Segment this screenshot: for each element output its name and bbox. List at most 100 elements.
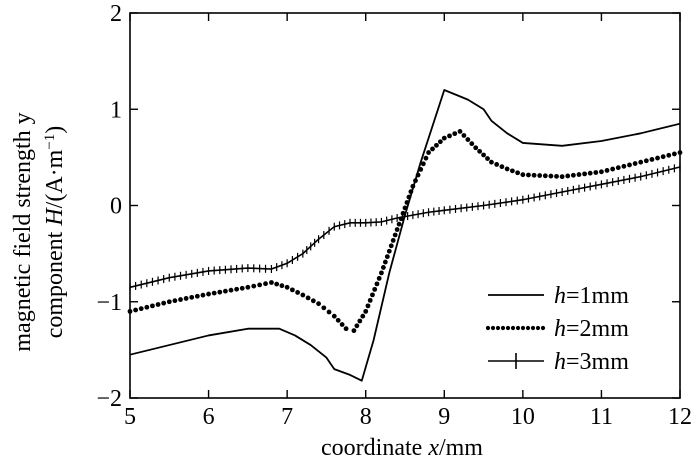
series-dot (469, 141, 475, 147)
y-tick-label: −1 (96, 290, 122, 316)
series-dot (217, 289, 223, 295)
series-dot (489, 159, 494, 165)
series-dot (604, 168, 610, 173)
legend-swatch-dot (530, 325, 536, 331)
series-dot (565, 173, 571, 179)
series-dot (504, 166, 510, 172)
series-dot (447, 133, 452, 139)
series-dot (434, 142, 439, 148)
series-dot (343, 326, 349, 332)
x-axis-title: coordinate x/mm (321, 435, 483, 461)
y-tick-label: −2 (96, 386, 122, 412)
series-dot (615, 165, 621, 171)
legend-label: h=3mm (554, 349, 629, 375)
y-axis-title-line1: magnetic field strength y (10, 112, 36, 351)
series-dot (587, 170, 593, 176)
series-dot (413, 178, 418, 184)
series-dot (441, 135, 447, 141)
series-dot (354, 323, 360, 329)
series-dot (526, 172, 531, 178)
series-dot (420, 161, 426, 167)
series-dot (593, 170, 599, 175)
series-dot (520, 172, 526, 178)
series-dot (357, 318, 363, 324)
series-h=3mm (129, 163, 681, 292)
series-dot (485, 156, 490, 161)
series-dot (531, 172, 537, 178)
series-dot (200, 292, 206, 298)
legend: h=1mm h=2mm h=3mm (485, 283, 629, 375)
y-tick-label: 1 (110, 97, 122, 123)
series-dot (274, 281, 280, 287)
series-dot (183, 296, 189, 301)
legend-label: h=2mm (554, 316, 629, 342)
series-dot (627, 162, 632, 168)
series-h=1mm (129, 89, 681, 382)
y-axis-title-line2: component H/(A·m−1) (42, 126, 68, 339)
series-dot (576, 172, 582, 177)
series-dot (161, 300, 167, 306)
series-dot (310, 298, 316, 304)
series-dot (251, 283, 257, 289)
x-tick-label: 6 (203, 404, 215, 430)
series-dot (295, 290, 301, 295)
series-dot (437, 139, 443, 145)
series-dot (339, 322, 345, 327)
series-dot (388, 243, 394, 249)
series-dot (379, 270, 384, 276)
y-tick-label: 2 (110, 1, 122, 27)
legend-swatch-dot (500, 325, 506, 331)
series-dot (404, 200, 410, 205)
x-tick-label: 5 (124, 404, 136, 430)
series-dot (189, 294, 195, 300)
series-dot (365, 303, 371, 309)
series-dot (279, 283, 285, 289)
series-dot (360, 313, 366, 319)
series-dot (410, 183, 416, 189)
series-dot (166, 299, 172, 305)
series-dot (430, 146, 435, 152)
legend-swatch-dot (510, 325, 516, 331)
series-dot (386, 248, 392, 254)
legend-label: h=1mm (554, 283, 629, 309)
series-dot (367, 297, 373, 303)
series-dot (570, 172, 576, 178)
series-dot (370, 292, 375, 298)
legend-swatch-dot (540, 325, 546, 331)
series-dot (477, 148, 483, 154)
series-dot (155, 302, 161, 307)
x-tick-label: 10 (511, 404, 535, 430)
legend-swatch-dot (535, 325, 541, 331)
y-axis-title: magnetic field strength y component H/(A… (10, 112, 68, 351)
series-dot (211, 290, 217, 296)
legend-swatch-dot (490, 325, 496, 331)
x-tick-label: 12 (668, 404, 692, 430)
series-dot (548, 173, 554, 179)
series-dot (599, 169, 604, 175)
series-dot (406, 194, 412, 200)
series-dot (473, 145, 479, 151)
series-dot (481, 152, 486, 158)
series-dot (206, 291, 211, 297)
series-dot (305, 295, 311, 301)
series-dot (643, 158, 649, 164)
series-dot (289, 287, 295, 293)
series-dot (655, 155, 660, 161)
series-dot (621, 163, 627, 169)
series-h=2mm (127, 128, 683, 334)
series-dot (331, 313, 337, 319)
series-dot (335, 317, 341, 323)
series-dot (178, 297, 183, 302)
series-dot (423, 155, 429, 161)
series-dot (228, 287, 234, 293)
series-dot (374, 281, 380, 287)
series-dot (465, 137, 471, 142)
x-tick-label: 7 (281, 404, 293, 430)
series-line (129, 89, 681, 382)
series-dot (257, 282, 263, 288)
series-dot (363, 308, 369, 314)
series-dot (245, 284, 251, 290)
series-dot (138, 306, 144, 312)
series-dot (461, 133, 467, 138)
